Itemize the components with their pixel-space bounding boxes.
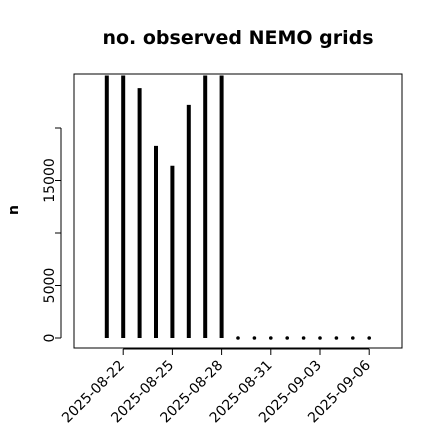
bar-point (367, 336, 372, 340)
y-tick-label: 0 (42, 334, 58, 343)
bar-point (301, 336, 306, 340)
y-tick-label: 5000 (42, 268, 58, 304)
y-tick-label: 15000 (42, 158, 58, 203)
bar-point (318, 336, 322, 340)
y-axis-label: n (6, 205, 22, 215)
bar-point (285, 336, 290, 340)
bar-point (351, 336, 355, 340)
bar-point (334, 336, 339, 340)
bar-point (269, 336, 273, 340)
bar-point (252, 336, 257, 340)
plot-frame (73, 73, 403, 349)
plot-area: 05000150002025-08-222025-08-252025-08-28… (42, 73, 403, 426)
bar-point (236, 336, 240, 340)
chart-title: no. observed NEMO grids (102, 27, 373, 49)
